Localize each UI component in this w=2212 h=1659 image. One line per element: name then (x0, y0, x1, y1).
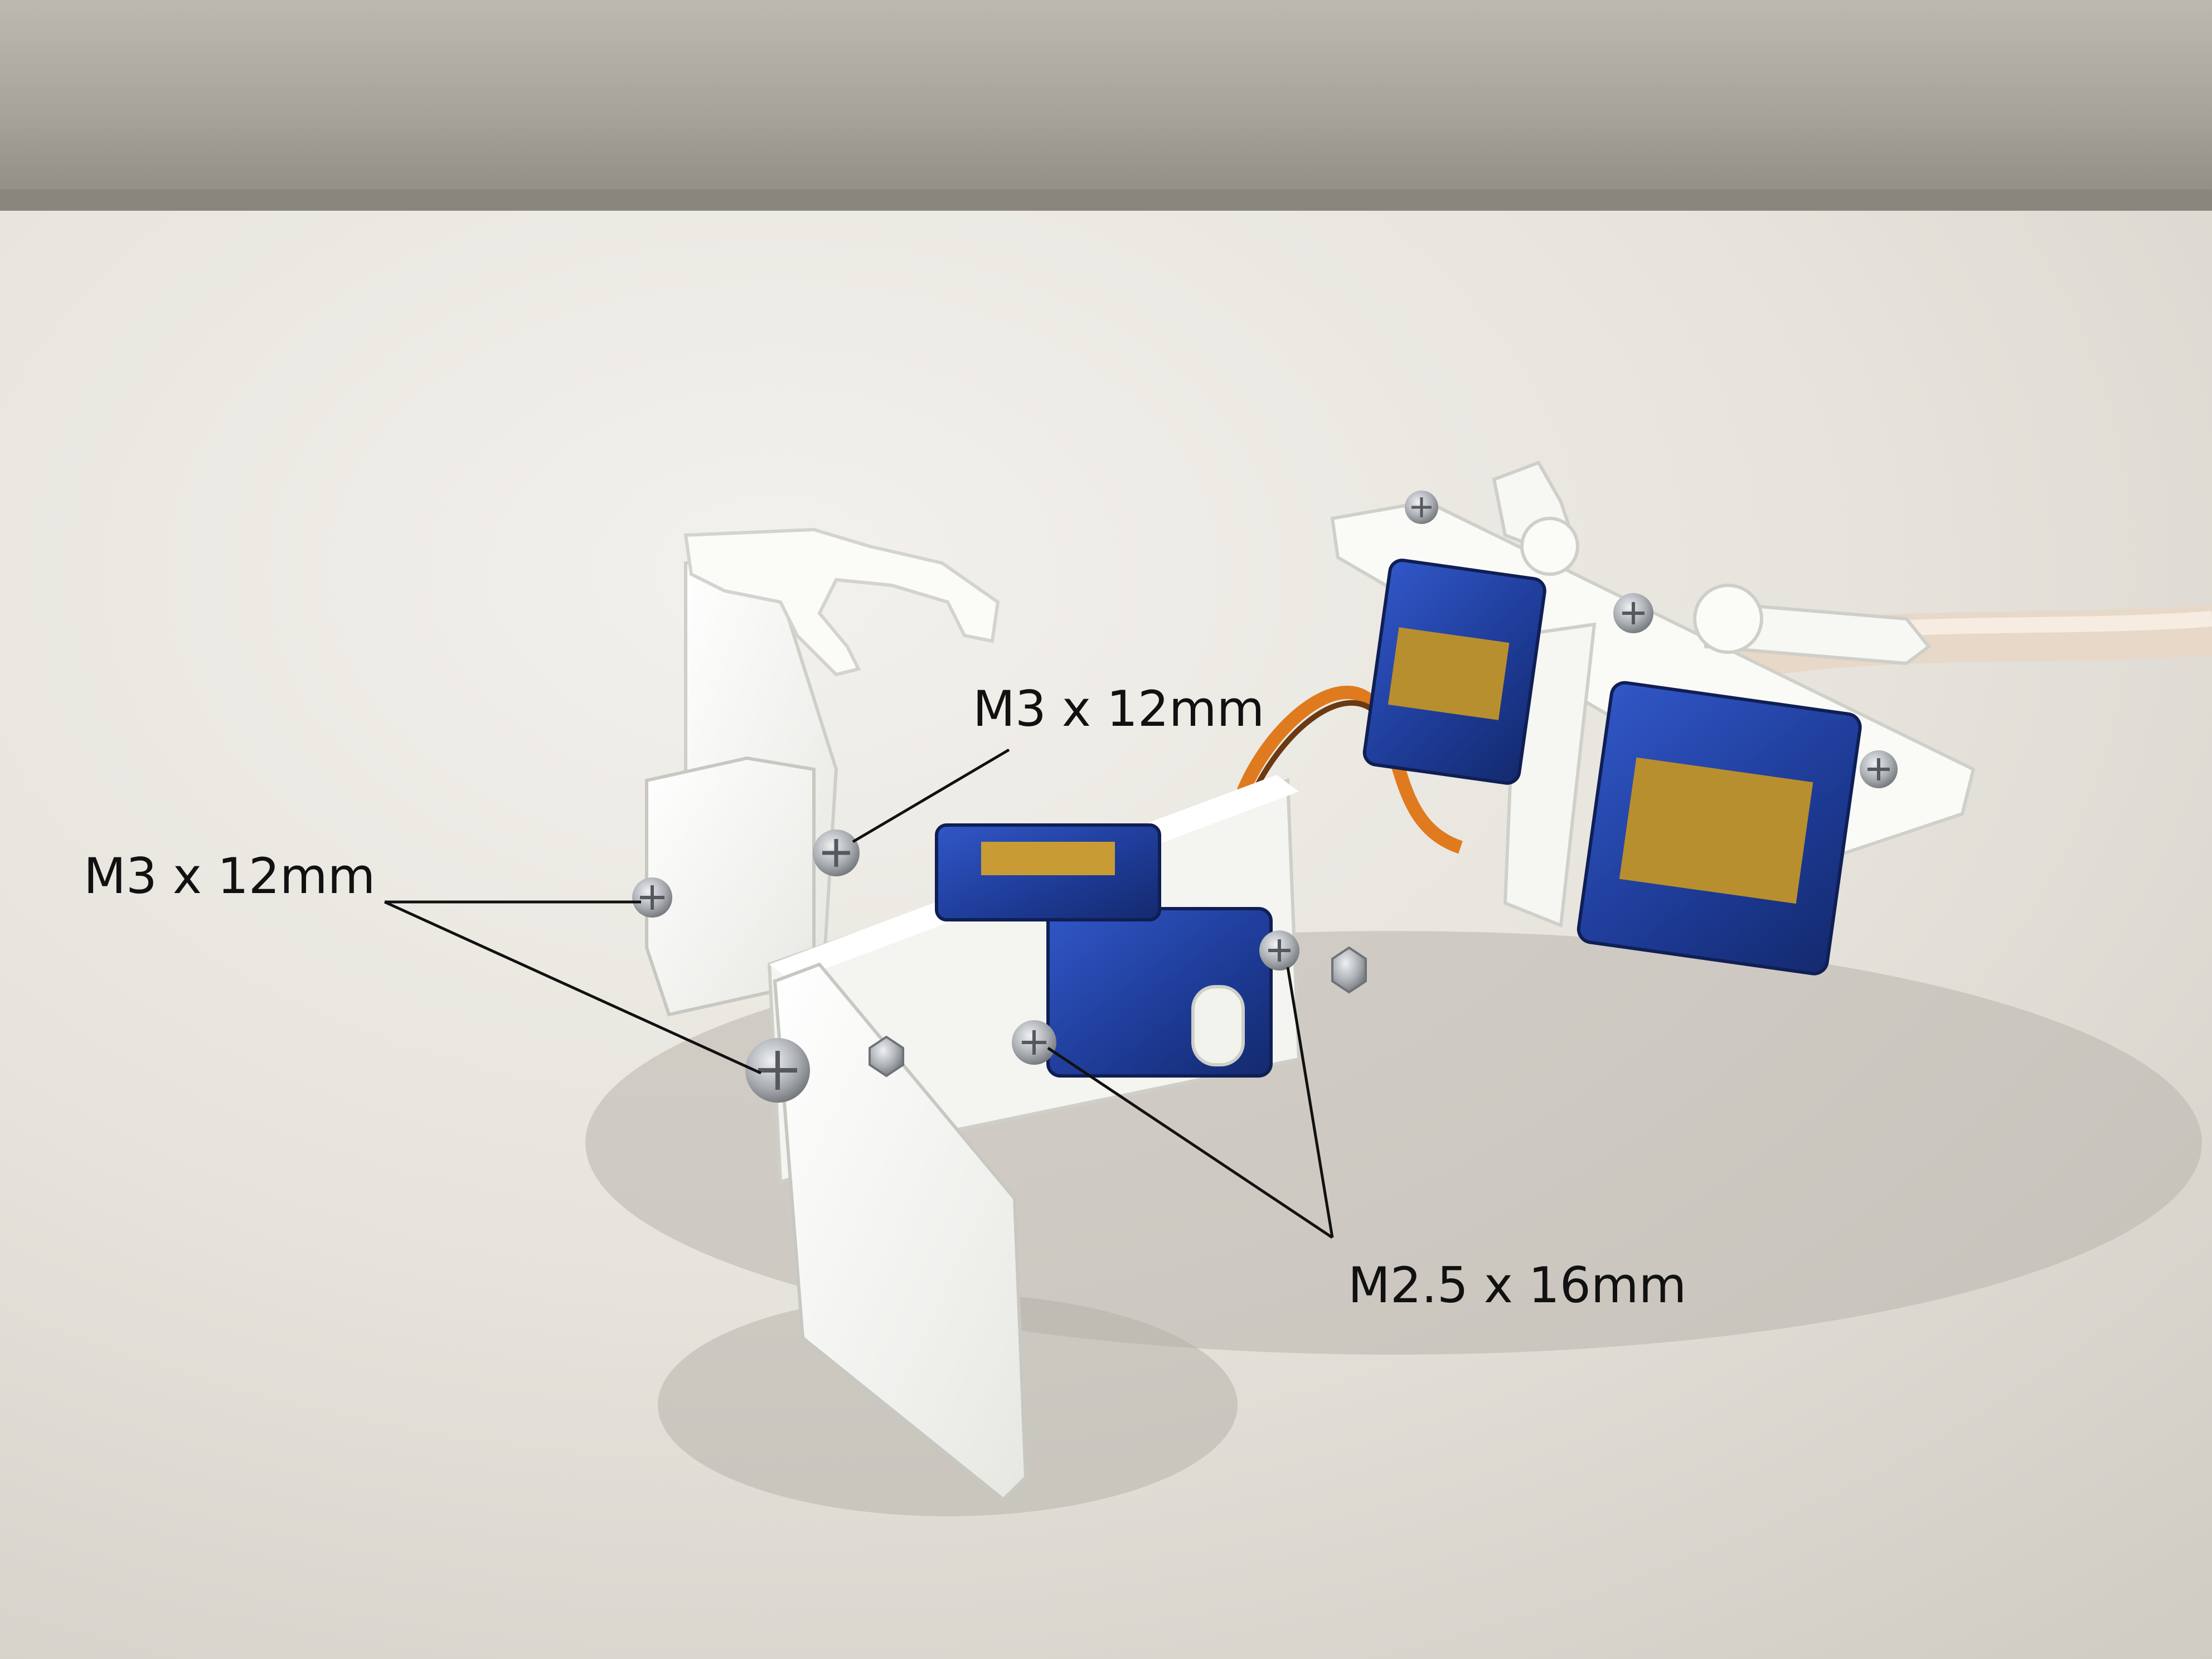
leader-line (1286, 967, 1334, 1238)
side-plate-front (773, 962, 1028, 1502)
leader-line (852, 748, 1010, 843)
leader-line (384, 900, 762, 1075)
wall-edge (0, 190, 2212, 212)
gripper-claw (683, 527, 1000, 677)
servo-label (1619, 757, 1813, 904)
background-wall (0, 0, 2212, 212)
callout-label-left: M3 x 12mm (84, 847, 376, 905)
screw-icon (1012, 1020, 1056, 1065)
screw-icon (745, 1038, 810, 1103)
screw-icon (1860, 750, 1898, 788)
servo-horn-icon (1191, 985, 1245, 1066)
screw-icon (813, 830, 860, 876)
screw-icon (1405, 491, 1438, 524)
nut-icon (869, 1035, 904, 1078)
servo-horn-icon (1520, 517, 1579, 576)
servo-wire (1249, 700, 1379, 799)
screw-icon (632, 877, 672, 918)
nut-icon (1331, 946, 1367, 994)
servo-label (1388, 627, 1510, 720)
callout-label-top: M3 x 12mm (973, 680, 1265, 738)
screw-icon (1613, 593, 1653, 633)
leader-line (1047, 1046, 1333, 1239)
screw-icon (1259, 930, 1299, 971)
callout-label-bottom: M2.5 x 16mm (1348, 1257, 1687, 1314)
servo-label (981, 842, 1115, 875)
servo-horn-icon (1693, 584, 1763, 654)
